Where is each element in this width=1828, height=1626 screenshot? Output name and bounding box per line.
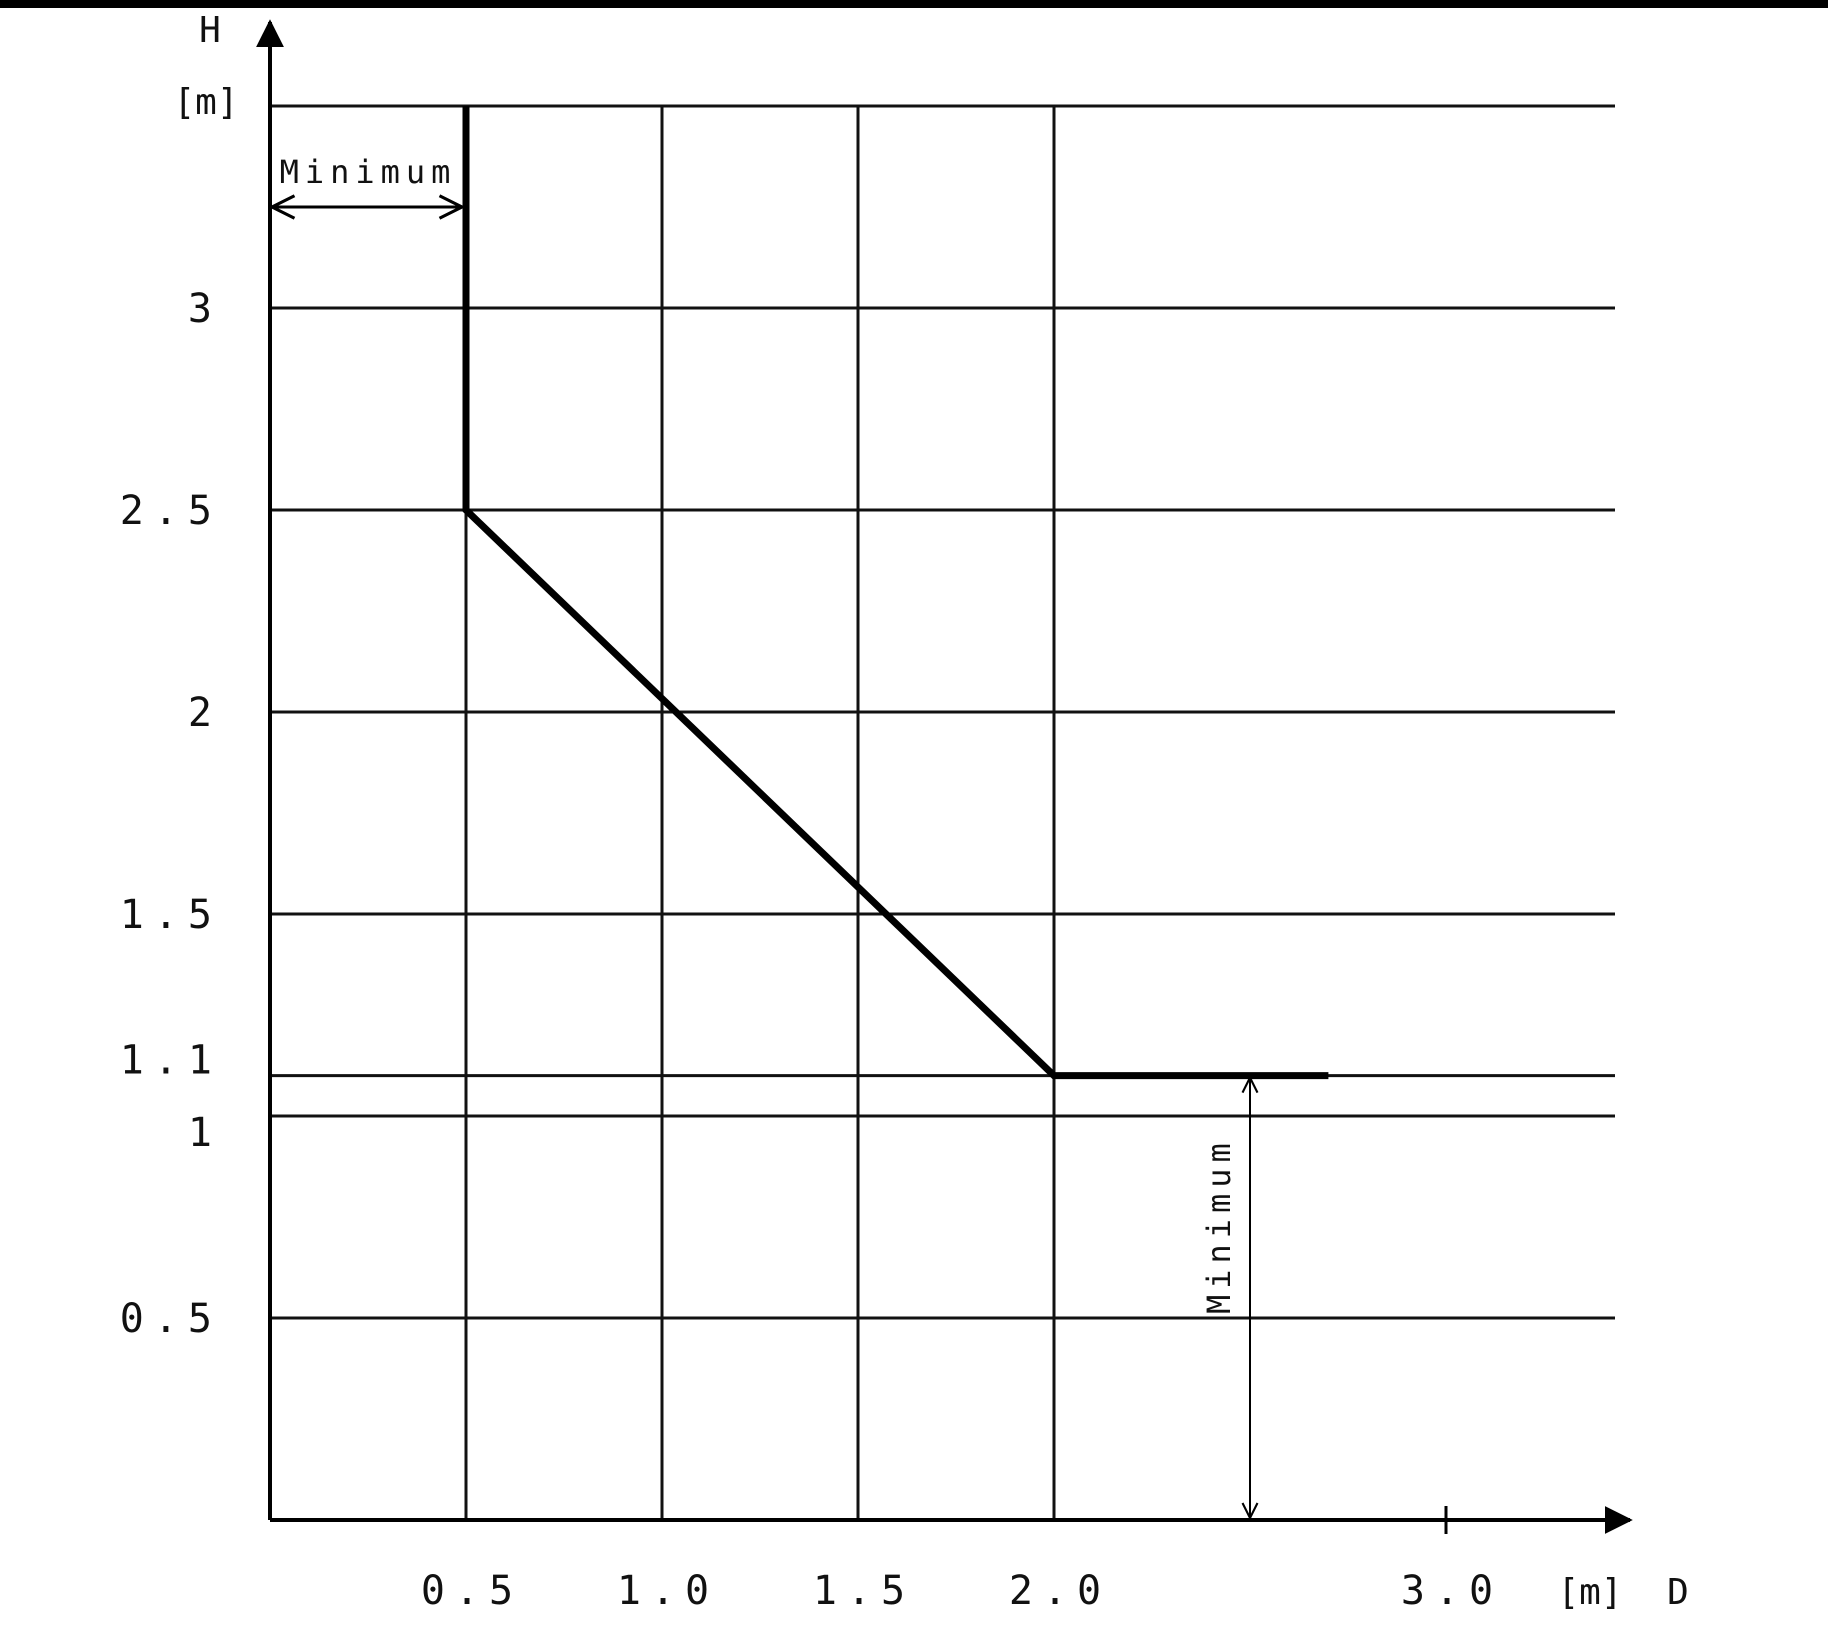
axes	[256, 19, 1633, 1534]
x-tick-label: 3.0	[1401, 1568, 1503, 1614]
grid	[270, 104, 1615, 1520]
y-tick-label: 2	[188, 690, 222, 736]
top-border	[0, 0, 1828, 8]
x-tick-label: 0.5	[421, 1568, 523, 1614]
x-tick-label: 1.0	[617, 1568, 719, 1614]
y-tick-label: 3	[188, 286, 222, 332]
y-tick-label: 1	[188, 1110, 222, 1156]
x-axis-label: D	[1667, 1572, 1689, 1613]
x-axis-unit: [m]	[1557, 1572, 1622, 1613]
series-line	[462, 106, 1329, 1080]
x-tick-label: 1.5	[813, 1568, 915, 1614]
y-tick-label: 2.5	[120, 488, 222, 534]
x-tick-label: 2.0	[1009, 1568, 1111, 1614]
y-tick-label: 1.5	[120, 892, 222, 938]
y-tick-label: 0.5	[120, 1296, 222, 1342]
annotation-minimum-vertical: Minimum	[1200, 1137, 1238, 1314]
y-axis-unit: [m]	[173, 82, 238, 123]
tick-labels: 0.5 1 1.1 1.5 2 2.5 3 0.5 1.0 1.5 2.0 3.0 H [m] [m] D	[120, 10, 1689, 1614]
annotations: Minimum Minimum	[272, 153, 1250, 1518]
annotation-minimum-horizontal: Minimum	[280, 153, 457, 191]
y-tick-label: 1.1	[120, 1038, 222, 1084]
series	[462, 106, 1329, 1080]
y-axis-label: H	[199, 10, 221, 51]
